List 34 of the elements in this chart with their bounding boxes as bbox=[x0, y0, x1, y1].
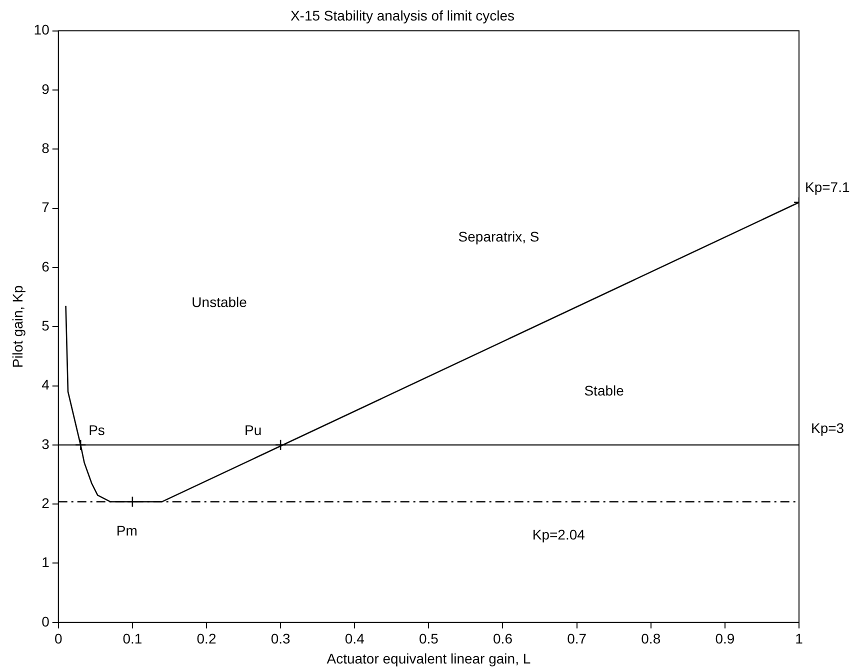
y-tick-label: 10 bbox=[34, 22, 50, 38]
annotation: Pu bbox=[244, 422, 262, 438]
y-axis-title: Pilot gain, Kp bbox=[9, 285, 26, 368]
y-tick-label: 8 bbox=[42, 140, 50, 156]
annotation: Kp=7.1 bbox=[805, 179, 850, 196]
x-tick-label: 0.7 bbox=[567, 630, 587, 647]
x-tick-label: 0.8 bbox=[641, 630, 661, 647]
annotation: Separatrix, S bbox=[458, 228, 540, 245]
ref-line-label: Kp=2.04 bbox=[532, 526, 586, 543]
y-tick-label: 0 bbox=[42, 613, 50, 630]
annotation: Unstable bbox=[192, 294, 248, 310]
y-tick-label: 4 bbox=[42, 376, 50, 393]
y-tick-label: 3 bbox=[42, 436, 50, 452]
y-tick-label: 6 bbox=[42, 258, 50, 274]
x-axis-title: Actuator equivalent linear gain, L bbox=[326, 650, 531, 666]
chart-title: X-15 Stability analysis of limit cycles bbox=[290, 7, 515, 24]
y-tick-label: 1 bbox=[42, 554, 50, 570]
x-tick-label: 0.4 bbox=[344, 630, 365, 647]
annotation: Stable bbox=[584, 382, 624, 399]
y-tick-label: 5 bbox=[42, 317, 50, 334]
x-tick-label: 0.3 bbox=[270, 630, 290, 647]
ref-line-label: Kp=3 bbox=[811, 420, 844, 436]
x-tick-label: 0.5 bbox=[418, 630, 439, 647]
y-tick-label: 9 bbox=[42, 80, 50, 97]
annotation: Pm bbox=[116, 522, 138, 539]
annotation: Ps bbox=[88, 422, 105, 438]
x-tick-label: 0.2 bbox=[196, 630, 216, 647]
x-tick-label: 0 bbox=[54, 630, 62, 647]
y-tick-label: 2 bbox=[42, 494, 50, 511]
x-tick-label: 0.1 bbox=[122, 630, 142, 647]
y-tick-label: 7 bbox=[42, 199, 50, 216]
x-tick-label: 1 bbox=[795, 630, 804, 647]
x-tick-label: 0.9 bbox=[715, 630, 735, 647]
x-tick-label: 0.6 bbox=[493, 630, 513, 647]
